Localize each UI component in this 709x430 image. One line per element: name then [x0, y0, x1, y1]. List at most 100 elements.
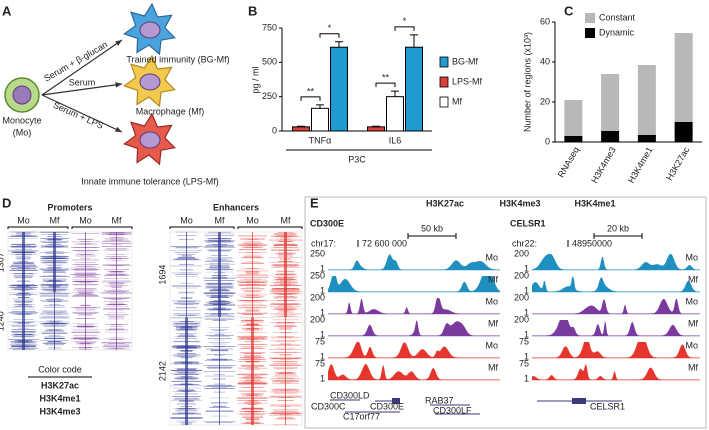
track-min: 1: [320, 329, 325, 339]
legend-label: Mf: [452, 96, 462, 106]
legend-swatch: [439, 56, 449, 68]
bar: [330, 46, 348, 132]
locus-name: CELSR1: [510, 218, 546, 228]
error-bar: [391, 90, 399, 97]
color-code-entry: H3K27ac: [41, 380, 79, 390]
track-min: 1: [524, 351, 529, 361]
chrom-label: chr17:: [311, 238, 336, 248]
scale-bar: [593, 233, 643, 239]
track-max: 75: [315, 336, 325, 346]
column-label: Mo: [17, 215, 30, 225]
signal-track: [328, 320, 500, 336]
track-max: 250: [310, 270, 325, 280]
legend-label: H3K27ac: [426, 198, 464, 208]
bar: [311, 107, 329, 132]
y-axis-label: pg / ml: [250, 66, 260, 93]
bar-segment: [637, 135, 656, 142]
significance-bracket: [394, 26, 415, 31]
gene-label: C17orf77: [343, 411, 380, 421]
track-max: 75: [519, 358, 529, 368]
macrophage-nucleus: [139, 21, 161, 39]
bar-segment: [564, 100, 583, 136]
track-min: 1: [524, 285, 529, 295]
y-tick-label: 0: [272, 125, 277, 135]
track-min: 1: [320, 351, 325, 361]
significance-label: **: [382, 73, 390, 83]
outcome-label: Macrophage (Mf): [136, 106, 205, 116]
column-label: Mf: [50, 215, 60, 225]
track-label: Mo: [485, 340, 498, 350]
legend-label: BG-Mf: [452, 56, 478, 66]
track-max: 200: [310, 314, 325, 324]
heatmap-title: Promoters: [47, 202, 92, 212]
signal-track: [328, 276, 500, 292]
track-max: 75: [315, 358, 325, 368]
locus-name: CD300E: [310, 218, 344, 228]
track-min: 1: [320, 307, 325, 317]
bar: [292, 126, 310, 132]
arrow-head: [115, 40, 122, 46]
treatment-label: Serum + LPS: [52, 100, 105, 131]
bar-segment: [674, 33, 693, 122]
track-max: 200: [514, 292, 529, 302]
signal-track: [328, 364, 500, 380]
arrow: [41, 39, 123, 96]
x-tick-label: H3K4me1: [626, 145, 655, 185]
legend-label: H3K4me3: [499, 198, 540, 208]
outcome-label: Trained immunity (BG-Mf): [126, 54, 229, 64]
bar-segment: [601, 131, 620, 142]
legend-label: Dynamic: [599, 27, 635, 37]
x-tick-label: TNFα: [309, 135, 332, 145]
panel-letter: B: [248, 3, 257, 18]
monocyte-label: (Mo): [13, 127, 32, 137]
track-max: 75: [519, 336, 529, 346]
x-tick-label: IL6: [389, 135, 402, 145]
track-max: 200: [514, 248, 529, 258]
scale-bar: [407, 233, 457, 239]
cluster-count: 1240: [0, 311, 5, 331]
heatmap-title: Enhancers: [213, 202, 259, 212]
y-axis-label: Number of regions (x10³): [522, 32, 532, 132]
track-max: 200: [310, 292, 325, 302]
y-tick-label: 20: [540, 96, 550, 106]
color-code-title: Color code: [38, 364, 82, 374]
legend-swatch: [585, 13, 595, 23]
track-min: 1: [524, 329, 529, 339]
y-tick-label: 250: [262, 91, 277, 101]
track-min: 1: [524, 263, 529, 273]
exon: [392, 398, 400, 404]
y-tick-label: 0: [545, 136, 550, 146]
gene-label: RAB37: [425, 395, 454, 405]
significance-label: *: [403, 16, 407, 26]
y-tick-label: 60: [540, 16, 550, 26]
header-bracket: [169, 226, 303, 229]
outcome-label: Innate immune tolerance (LPS-Mf): [81, 176, 219, 186]
legend-swatch: [439, 76, 449, 88]
significance-label: **: [307, 86, 315, 96]
track-label: Mo: [485, 252, 498, 262]
signal-track: [328, 298, 500, 314]
track-label: Mf: [488, 362, 498, 372]
track-min: 1: [524, 373, 529, 383]
significance-bracket: [319, 33, 340, 38]
signal-track: [328, 342, 500, 358]
gene-label: CELSR1: [590, 401, 625, 411]
error-bar: [297, 125, 305, 127]
panel-letter: C: [564, 3, 574, 18]
panel-letter: A: [2, 3, 12, 18]
y-tick-label: 500: [262, 57, 277, 67]
monocyte-nucleus: [12, 85, 32, 105]
exon: [572, 398, 586, 404]
significance-label: *: [328, 23, 332, 33]
error-bar: [410, 34, 418, 48]
panel-letter: E: [310, 195, 319, 210]
track-max: 200: [514, 270, 529, 280]
track-min: 1: [320, 373, 325, 383]
macrophage-nucleus: [139, 131, 161, 149]
track-label: Mf: [488, 274, 498, 284]
cluster-count: 1307: [0, 252, 5, 272]
legend-label: Constant: [599, 12, 636, 22]
scale-label: 20 kb: [607, 223, 629, 233]
gene-label: CD300E: [370, 401, 404, 411]
